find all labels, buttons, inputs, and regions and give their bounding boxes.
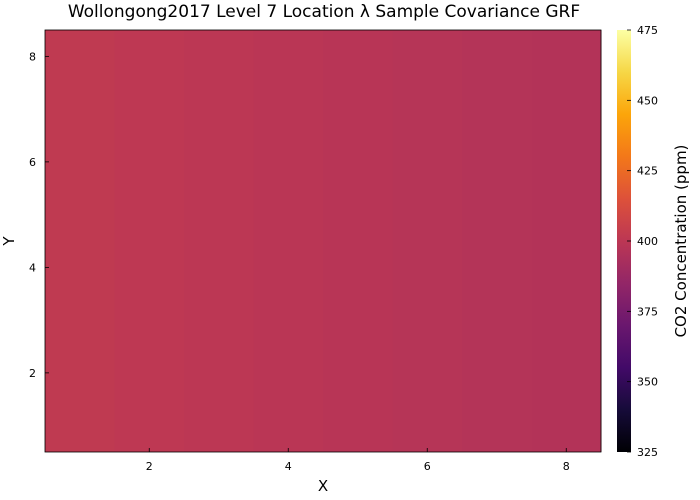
x-tick-label: 8 — [563, 460, 570, 473]
colorbar-tick-label: 425 — [637, 165, 658, 178]
colorbar — [617, 30, 631, 452]
x-axis-label: X — [318, 477, 328, 495]
y-tick-label: 2 — [29, 367, 36, 380]
y-tick-label: 8 — [29, 50, 36, 63]
colorbar-tick-label: 400 — [637, 235, 658, 248]
x-tick-label: 6 — [424, 460, 431, 473]
heatmap-cell — [45, 30, 115, 452]
heatmap-cell — [253, 30, 324, 452]
y-tick-label: 6 — [29, 156, 36, 169]
chart-title: Wollongong2017 Level 7 Location λ Sample… — [68, 2, 580, 22]
colorbar-tick-label: 450 — [637, 94, 658, 107]
colorbar-tick-label: 475 — [637, 24, 658, 37]
colorbar-tick-label: 325 — [637, 446, 658, 459]
plot-frame — [44, 29, 602, 453]
heatmap-cell — [531, 30, 602, 452]
colorbar-ticks: 325 350 375 400 425 450 475 — [627, 24, 658, 459]
heatmap-cell — [184, 30, 254, 452]
heatmap-cell — [114, 30, 185, 452]
y-axis-ticks: 2 4 6 8 — [29, 50, 49, 380]
heatmap-cell — [323, 30, 393, 452]
y-axis-label: Y — [0, 236, 18, 247]
heatmap-cell — [462, 30, 532, 452]
colorbar-tick-label: 375 — [637, 305, 658, 318]
x-tick-label: 2 — [146, 460, 153, 473]
heatmap-cell — [392, 30, 463, 452]
colorbar-label: CO2 Concentration (ppm) — [672, 145, 690, 338]
x-tick-label: 4 — [285, 460, 292, 473]
x-axis-ticks: 2 4 6 8 — [146, 448, 570, 473]
colorbar-tick-label: 350 — [637, 376, 658, 389]
y-tick-label: 4 — [29, 261, 36, 274]
heatmap-cells — [45, 30, 602, 452]
